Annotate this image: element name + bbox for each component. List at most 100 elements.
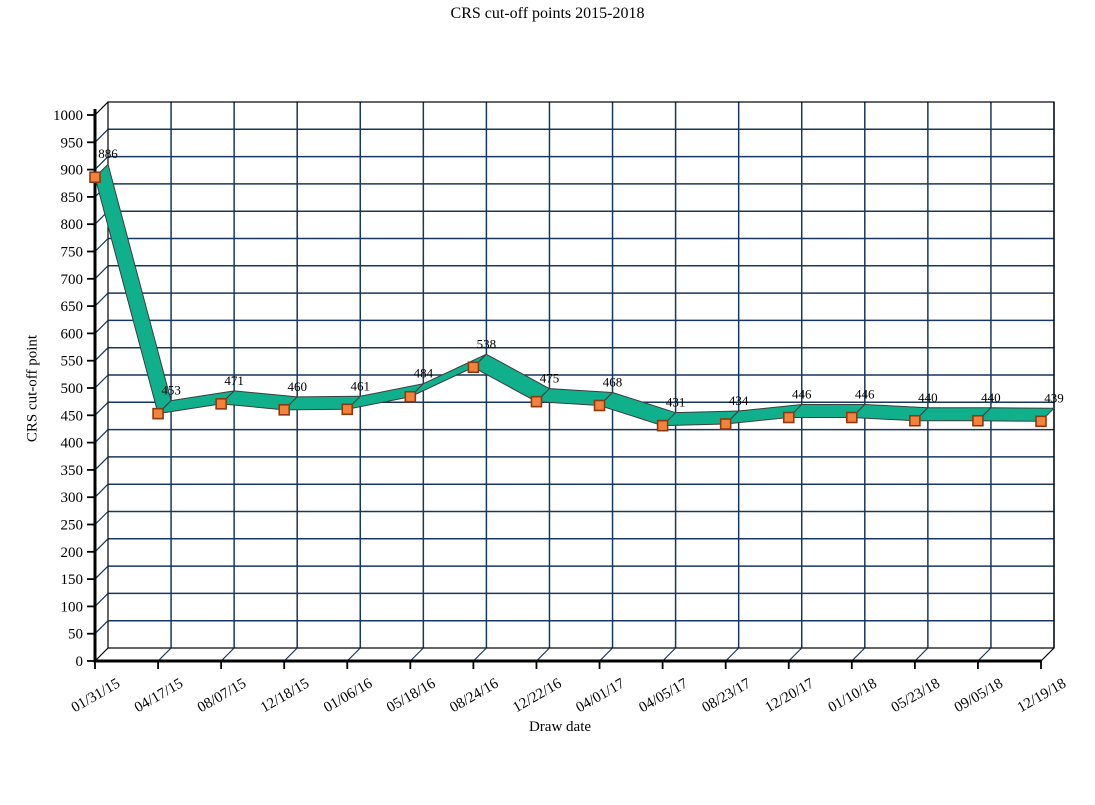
y-tick-depth-line — [94, 565, 109, 580]
y-tick-depth-line — [94, 483, 109, 498]
x-ticks — [94, 647, 1042, 669]
x-tick-depth-line — [788, 647, 803, 662]
x-tick-depth-line — [977, 647, 992, 662]
y-tick-depth-line — [94, 538, 109, 553]
x-tick-depth-line — [536, 647, 550, 662]
y-tick-label: 900 — [61, 163, 84, 179]
data-label: 886 — [98, 146, 118, 161]
x-tick-depth-line — [472, 647, 487, 662]
y-tick-label: 50 — [68, 627, 83, 643]
y-tick-label: 850 — [61, 190, 84, 206]
y-tick-depth-line — [94, 265, 109, 280]
x-axis-title: Draw date — [528, 719, 592, 735]
corner-diagonals — [94, 101, 1055, 662]
data-point-marker — [909, 414, 921, 427]
data-point-marker — [593, 399, 606, 412]
data-point-marker — [845, 411, 858, 424]
x-tick-label: 12/20/17 — [763, 675, 818, 716]
y-tick-depth-line — [94, 238, 109, 252]
y-tick-label: 700 — [61, 272, 84, 288]
data-point-marker — [404, 390, 417, 403]
data-label: 484 — [414, 366, 434, 381]
y-tick-depth-line — [94, 429, 109, 444]
data-label: 446 — [792, 386, 812, 401]
ribbon-segment — [472, 353, 550, 403]
data-label: 439 — [1044, 390, 1064, 405]
y-tick-label: 1000 — [53, 108, 83, 124]
data-label: 460 — [287, 379, 307, 394]
x-tick-depth-line — [346, 647, 361, 662]
data-point-marker — [530, 395, 543, 408]
x-tick-labels: 01/31/15 04/17/15 08/07/15 12/18/15 01/06/16… — [69, 675, 1069, 716]
data-point-marker — [467, 361, 480, 374]
data-label: 453 — [161, 383, 181, 398]
x-tick-label: 12/19/18 — [1015, 676, 1069, 717]
x-tick-label: 05/18/16 — [384, 675, 439, 716]
y-tick-depth-line — [94, 511, 109, 525]
x-tick-depth-line — [725, 647, 740, 662]
corner-bottom-right — [1040, 647, 1055, 662]
x-tick-label: 01/10/18 — [826, 676, 880, 717]
y-tick-label: 500 — [61, 381, 84, 397]
data-label: 440 — [981, 390, 1001, 405]
y-tick-label: 150 — [61, 572, 84, 588]
y-tick-depth-line — [94, 319, 109, 334]
x-tick-depth-line — [157, 647, 172, 662]
x-tick-label: 08/07/15 — [195, 676, 249, 717]
y-tick-labels: 0 50 100 150 200 250 300 350 400 450 500 550 600 650 7… — [53, 108, 83, 670]
y-tick-depth-line — [94, 156, 109, 171]
x-tick-label: 04/17/15 — [132, 676, 186, 717]
y-tick-label: 800 — [61, 217, 84, 233]
y-tick-label: 650 — [61, 299, 84, 315]
y-tick-depth-line — [94, 592, 109, 607]
data-label: 461 — [351, 378, 371, 393]
y-tick-label: 0 — [76, 654, 84, 670]
y-tick-depth-line — [94, 620, 109, 635]
data-point-marker — [278, 404, 291, 416]
y-tick-depth-line — [94, 374, 109, 389]
y-tick-depth-line — [94, 347, 109, 362]
data-point-marker — [1035, 415, 1047, 428]
x-tick-label: 12/22/16 — [510, 675, 565, 716]
ribbon-segment — [977, 407, 1055, 422]
x-tick-label: 12/18/15 — [258, 676, 312, 717]
x-tick-depth-line — [409, 647, 424, 662]
y-tick-depth-line — [94, 456, 109, 471]
ribbon-series — [94, 163, 1055, 427]
data-point-marker — [89, 171, 101, 184]
data-point-marker — [152, 407, 164, 420]
x-tick-label: 04/01/17 — [573, 675, 628, 716]
axes — [93, 109, 1042, 663]
markers — [89, 171, 1047, 432]
y-axis-title: CRS cut-off point — [24, 334, 41, 443]
y-tick-depth-line — [94, 292, 109, 307]
data-label: 468 — [603, 374, 623, 389]
horizontal-gridlines — [108, 128, 1054, 622]
y-tick-depth-line — [94, 401, 109, 416]
corner-top-left — [94, 101, 109, 116]
y-tick-depth-line — [94, 128, 109, 143]
data-point-marker — [341, 403, 354, 416]
y-tick-label: 600 — [61, 326, 84, 342]
data-label: 538 — [477, 336, 497, 351]
data-point-marker — [719, 418, 732, 430]
y-tick-label: 250 — [61, 518, 84, 534]
y-tick-label: 100 — [61, 599, 84, 615]
x-tick-depth-line — [851, 647, 866, 662]
x-tick-label: 04/05/17 — [636, 675, 691, 716]
x-tick-label: 01/06/16 — [321, 675, 376, 716]
x-tick-depth-line — [914, 647, 929, 662]
chart-title: CRS cut-off points 2015-2018 — [450, 5, 645, 22]
data-point-marker — [782, 411, 795, 424]
data-label: 446 — [855, 386, 875, 401]
x-tick-depth-line — [283, 647, 298, 662]
x-tick-label: 05/23/18 — [889, 676, 943, 717]
x-tick-label: 01/31/15 — [69, 676, 123, 717]
x-tick-depth-line — [599, 647, 613, 662]
x-tick-label: 09/05/18 — [952, 676, 1006, 717]
y-tick-label: 350 — [61, 463, 84, 479]
y-tick-label: 750 — [61, 245, 84, 261]
y-tick-label: 950 — [61, 135, 84, 151]
